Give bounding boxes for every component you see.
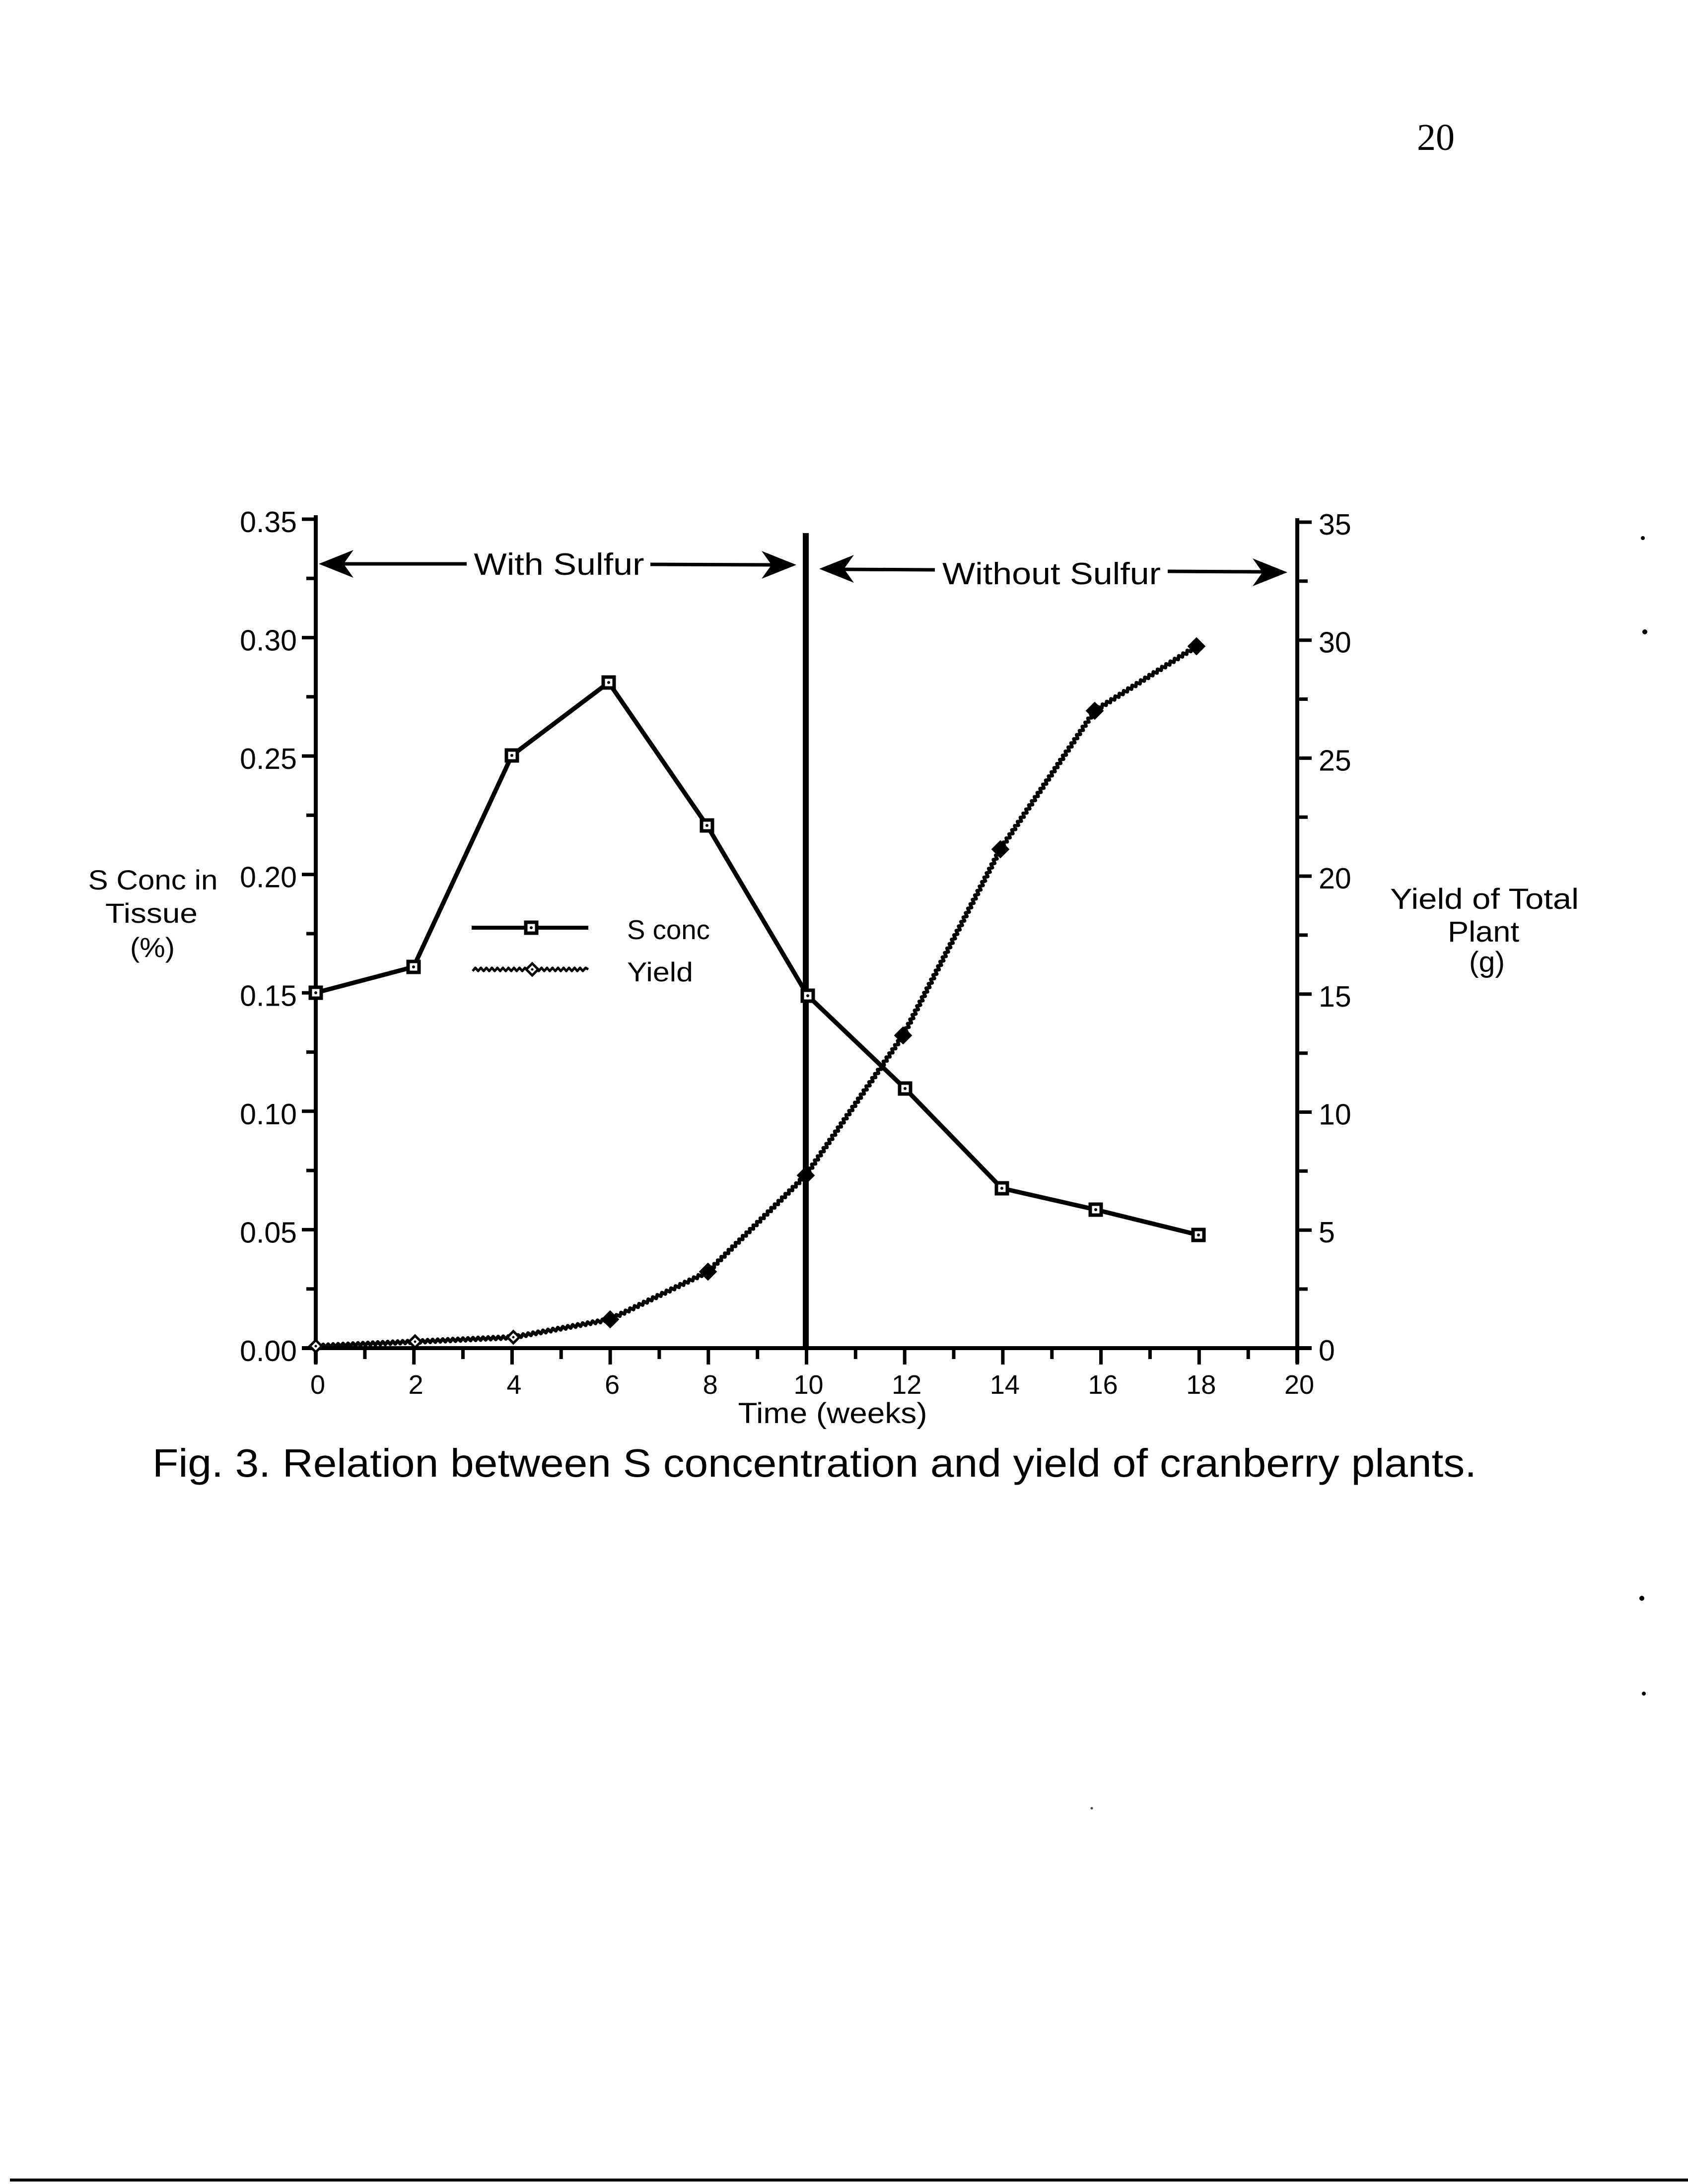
svg-text:0: 0 — [1319, 1334, 1335, 1367]
svg-text:35: 35 — [1319, 508, 1351, 541]
svg-text:14: 14 — [990, 1370, 1020, 1400]
svg-text:0.10: 0.10 — [240, 1098, 297, 1131]
svg-text:20: 20 — [1417, 117, 1455, 158]
svg-text:(g): (g) — [1469, 946, 1505, 978]
svg-text:10: 10 — [793, 1370, 823, 1400]
svg-text:Without Sulfur: Without Sulfur — [942, 557, 1161, 591]
svg-text:25: 25 — [1319, 744, 1351, 777]
svg-text:15: 15 — [1319, 980, 1351, 1013]
svg-text:20: 20 — [1319, 862, 1351, 895]
svg-text:0.25: 0.25 — [240, 743, 297, 775]
svg-text:Yield of Total: Yield of Total — [1390, 883, 1579, 915]
svg-text:2: 2 — [409, 1370, 423, 1400]
svg-text:Plant: Plant — [1448, 916, 1519, 948]
svg-text:(%): (%) — [130, 932, 175, 963]
svg-text:Time (weeks): Time (weeks) — [738, 1397, 927, 1430]
svg-text:10: 10 — [1319, 1098, 1351, 1131]
svg-text:16: 16 — [1088, 1370, 1118, 1400]
svg-text:8: 8 — [703, 1370, 718, 1400]
svg-text:With Sulfur: With Sulfur — [474, 547, 644, 582]
svg-text:S conc: S conc — [627, 914, 710, 945]
svg-text:6: 6 — [605, 1370, 620, 1400]
svg-text:0.00: 0.00 — [240, 1335, 297, 1367]
svg-text:20: 20 — [1284, 1370, 1314, 1400]
svg-text:30: 30 — [1319, 626, 1351, 659]
svg-text:0.30: 0.30 — [240, 624, 297, 657]
svg-text:18: 18 — [1186, 1370, 1216, 1400]
svg-text:Yield: Yield — [627, 956, 693, 987]
svg-text:Fig. 3. Relation between S con: Fig. 3. Relation between S concentration… — [152, 1441, 1477, 1485]
svg-text:0.15: 0.15 — [240, 979, 297, 1012]
svg-text:0.35: 0.35 — [240, 506, 297, 539]
svg-text:0: 0 — [310, 1370, 325, 1400]
svg-text:12: 12 — [892, 1370, 921, 1400]
svg-text:5: 5 — [1319, 1216, 1335, 1249]
svg-text:Tissue: Tissue — [105, 897, 198, 929]
svg-text:0.20: 0.20 — [240, 861, 297, 894]
svg-text:4: 4 — [506, 1370, 521, 1400]
svg-text:S Conc in: S Conc in — [88, 864, 218, 895]
svg-text:0.05: 0.05 — [240, 1216, 297, 1249]
